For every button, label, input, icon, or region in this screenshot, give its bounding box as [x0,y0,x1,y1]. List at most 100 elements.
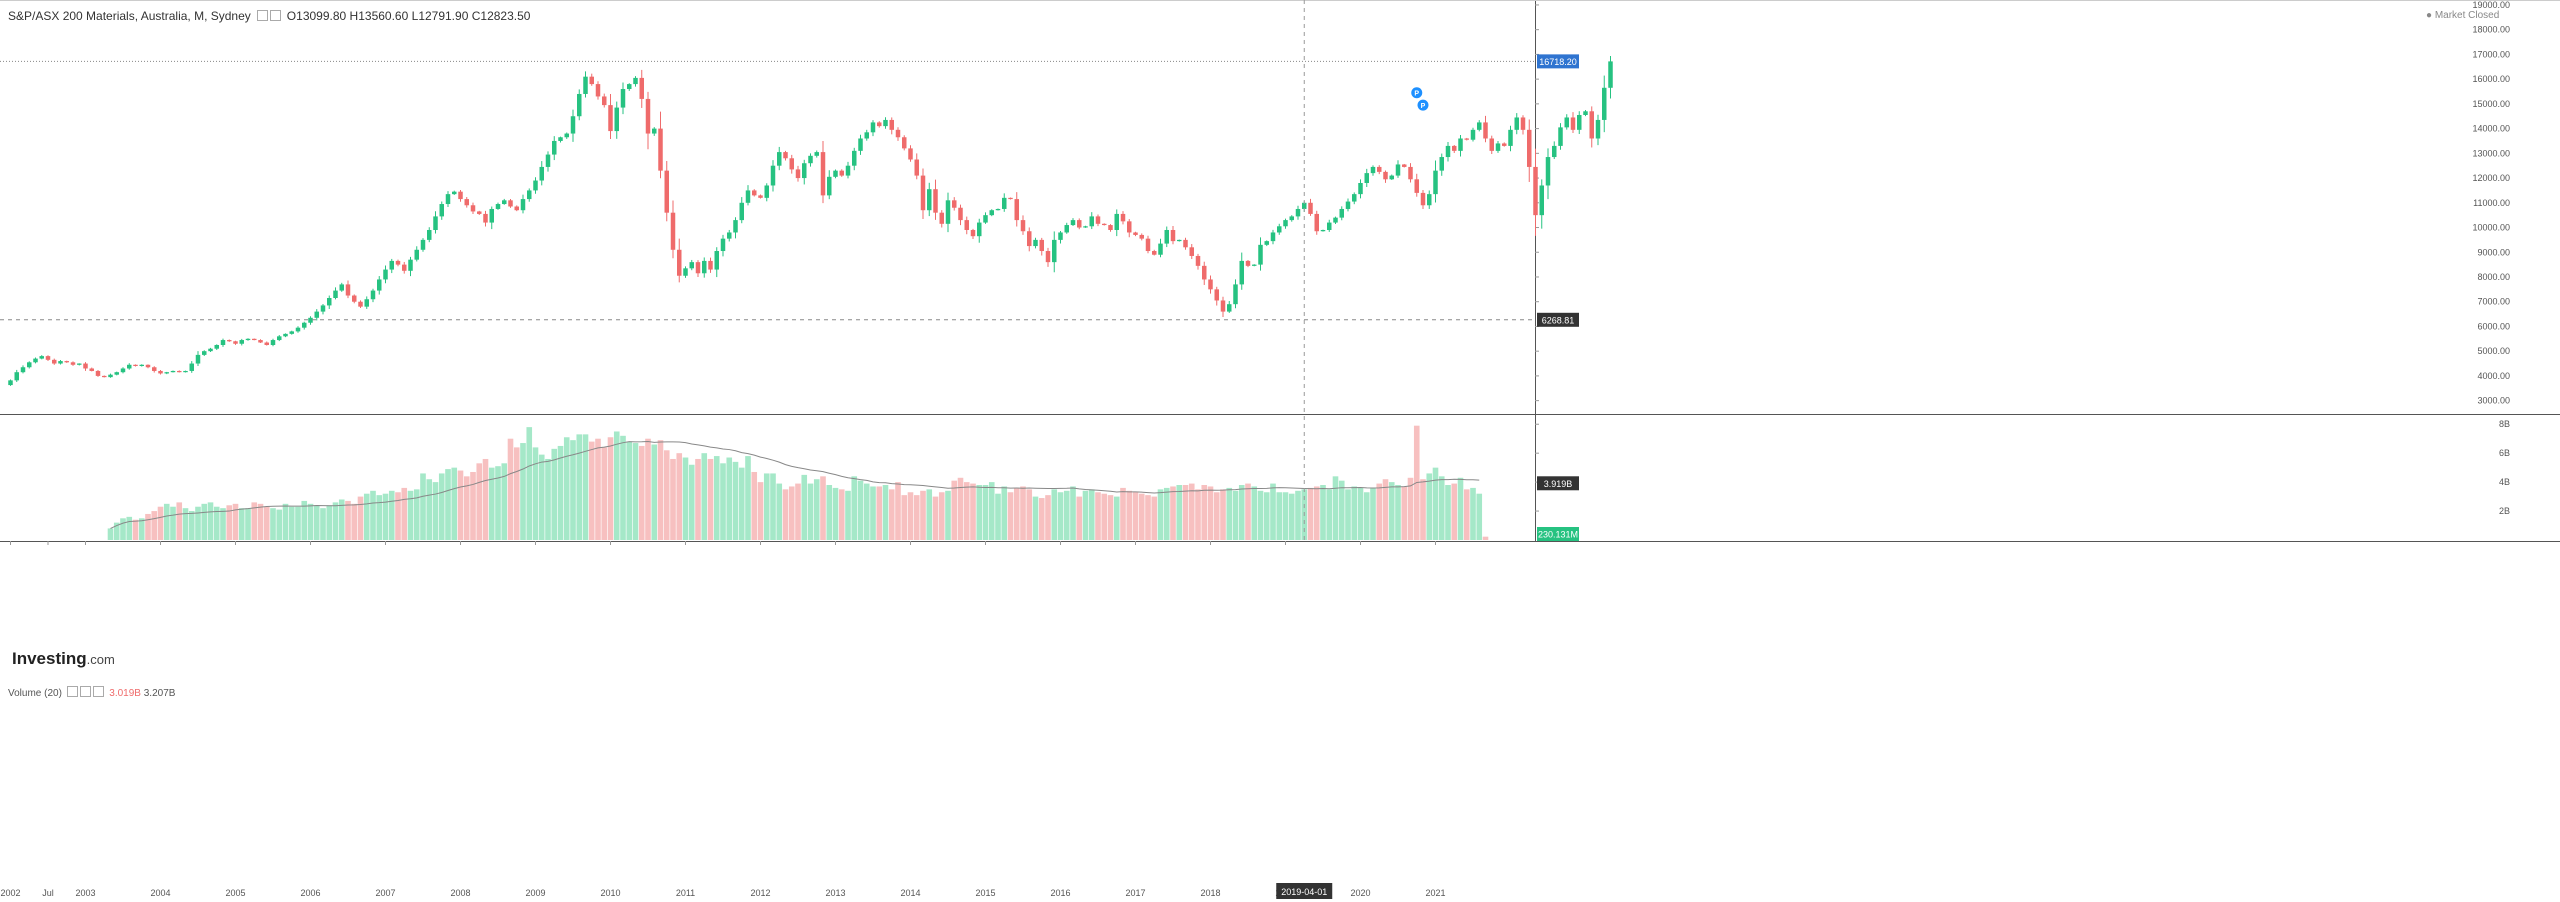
candle-body [852,150,857,166]
candle-body [114,372,119,375]
volume-bar [795,483,801,540]
volume-bar [1245,483,1251,540]
volume-bar [520,443,526,540]
candle-body [539,166,544,181]
volume-bar [1282,492,1289,540]
candle-body [345,284,351,296]
candle-body [827,176,832,196]
candle-body [720,238,726,252]
candle-body [764,185,769,198]
candle-body [677,249,682,276]
candle-body [133,364,138,367]
price-tick-label: 10000.00 [2472,223,2510,233]
close-icon[interactable] [270,10,282,21]
settings-icon[interactable] [257,10,269,21]
volume-bar [1151,496,1158,540]
volume-bar [1338,480,1345,540]
volume-bar [295,506,301,540]
volume-bar [201,503,208,540]
candle-body [845,165,851,176]
volume-bar [1126,490,1133,540]
candle-body [1320,229,1326,232]
volume-close-icon[interactable] [93,686,105,697]
volume-bar [320,508,326,540]
candle-body [1127,221,1132,233]
volume-bar [863,483,870,540]
candle-body [95,370,101,376]
candle-body [520,199,526,211]
candle-body [1602,87,1607,120]
candle-body [558,137,563,141]
volume-bar [107,528,114,540]
volume-bar [488,467,495,540]
volume-bar [770,473,776,540]
volume-bar [176,502,183,540]
candle-body [877,122,882,127]
volume-bar [832,487,839,540]
volume-bar [1132,492,1139,540]
price-tick-label: 11000.00 [2473,198,2510,208]
volume-bar [476,463,483,540]
time-tick-label: 2005 [225,888,245,898]
volume-hide-icon[interactable] [80,686,92,697]
volume-bar [1057,492,1064,540]
volume-bar [420,473,426,540]
candle-body [277,336,282,341]
candle-body [1289,216,1294,221]
market-status-text: Market Closed [2434,10,2500,21]
candle-body [708,260,713,270]
volume-bar [126,516,133,540]
volume-zero-tag-bg [1537,527,1579,541]
volume-bar [1270,483,1276,540]
volume-bar [957,477,964,540]
volume-bar [1432,467,1439,540]
volume-bar [826,485,833,540]
candle-body [902,137,907,149]
candle-body [170,370,176,373]
volume-bar [576,434,583,540]
volume-bar [813,479,820,540]
candle-body [264,342,269,345]
volume-bar [1113,496,1120,540]
candle-body [1470,129,1476,140]
volume-bar [1051,489,1058,540]
volume-last-tag: 3.919B [1544,479,1573,489]
volume-bar [688,464,695,540]
time-tick-label: 2008 [450,888,470,898]
candle-body [702,260,707,274]
candle-body [883,119,888,127]
candle-body [1239,260,1244,285]
volume-settings-icon[interactable] [67,686,79,697]
volume-bar [1170,486,1176,540]
volume-bar [845,490,851,540]
close-value: 12823.50 [480,9,531,23]
volume-bar [1382,479,1389,540]
candle-body [1577,114,1582,130]
candle-body [589,76,594,85]
volume-bar [713,456,720,540]
candle-body [464,199,469,206]
volume-bar [1357,487,1364,540]
volume-bar [1482,536,1489,540]
low-label: L [411,9,419,23]
volume-bar [1082,490,1089,540]
candle-body [627,84,632,90]
volume-bar [876,486,883,540]
volume-bar [257,503,264,540]
time-tick-label: 2009 [525,888,545,898]
volume-bar [1026,489,1033,540]
volume-bar [807,483,814,540]
candle-body [620,89,626,108]
candle-body [745,190,751,203]
volume-bar [1351,486,1358,540]
candle-body [1039,239,1044,252]
candle-body [233,341,238,344]
candle-body [958,207,963,221]
price-tick-label: 14000.00 [2472,124,2510,134]
candle-body [608,105,613,132]
open-label: O [286,9,297,23]
close-label: C [471,9,481,23]
investing-logo: Investing.com [12,649,115,669]
volume-bar [1388,482,1395,540]
